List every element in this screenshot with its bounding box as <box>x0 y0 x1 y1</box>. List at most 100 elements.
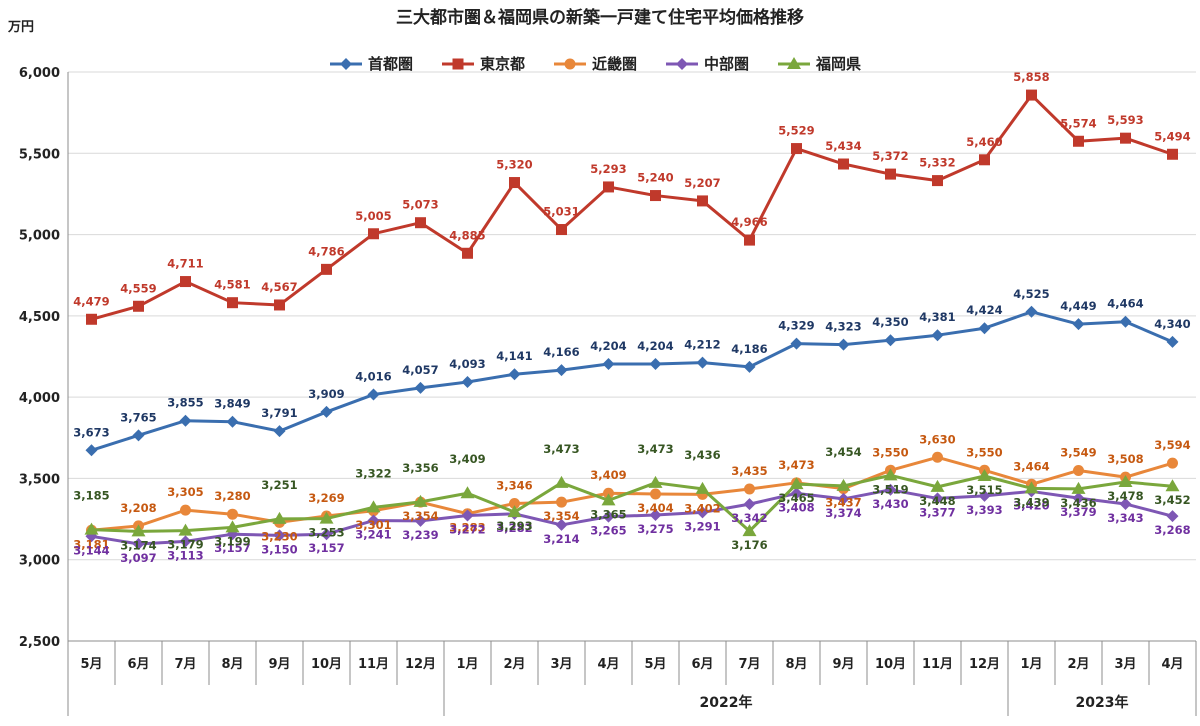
data-point <box>320 405 333 418</box>
data-point <box>743 360 756 373</box>
data-label: 5,240 <box>637 171 673 185</box>
data-label: 3,176 <box>731 538 767 552</box>
data-label: 3,343 <box>1107 511 1143 525</box>
data-label: 4,786 <box>308 244 344 258</box>
data-point <box>273 529 286 542</box>
data-point <box>131 524 146 537</box>
data-label: 5,207 <box>684 176 720 190</box>
data-label: 3,673 <box>73 425 109 439</box>
data-label: 3,354 <box>402 509 438 523</box>
y-tick-label: 4,000 <box>19 391 60 406</box>
data-label: 3,909 <box>308 387 344 401</box>
data-label: 3,342 <box>731 511 767 525</box>
data-point <box>837 338 850 351</box>
data-point <box>554 475 569 488</box>
x-tick-label: 11月 <box>358 657 389 672</box>
data-point <box>1073 135 1084 147</box>
data-label: 3,473 <box>778 458 814 472</box>
data-point <box>977 468 992 481</box>
data-label: 3,849 <box>214 397 250 411</box>
data-point <box>1024 481 1039 494</box>
x-tick-label: 1月 <box>456 657 478 672</box>
x-tick-label: 10月 <box>875 657 906 672</box>
data-point <box>930 479 945 492</box>
data-point <box>320 528 333 541</box>
data-label: 3,280 <box>214 489 250 503</box>
legend-marker <box>787 57 801 69</box>
data-label: 3,550 <box>872 445 908 459</box>
legend-item: 中部圏 <box>666 55 749 73</box>
data-label: 3,199 <box>214 534 250 548</box>
legend-label: 東京都 <box>480 55 525 73</box>
data-label: 3,765 <box>120 410 156 424</box>
data-label: 3,181 <box>73 537 109 551</box>
data-label: 3,365 <box>590 507 626 521</box>
data-label: 4,381 <box>919 310 955 324</box>
x-tick-label: 12月 <box>969 657 1000 672</box>
data-point <box>931 329 944 342</box>
x-tick-label: 4月 <box>597 657 619 672</box>
data-label: 3,157 <box>214 541 250 555</box>
data-label: 4,057 <box>402 363 438 377</box>
data-label: 5,858 <box>1013 70 1049 84</box>
data-point <box>742 524 757 537</box>
data-label: 3,305 <box>167 485 203 499</box>
data-label: 5,031 <box>543 205 579 219</box>
legend-item: 福岡県 <box>778 55 861 73</box>
data-label: 3,473 <box>637 442 673 456</box>
data-point <box>696 506 709 519</box>
data-label: 3,346 <box>496 478 532 492</box>
data-point <box>601 493 616 506</box>
data-point <box>86 313 97 325</box>
data-label: 4,016 <box>355 370 391 384</box>
x-axis-ticks: 2022年 2023年 5月 6月 7月 8月 9月 10月 11月 12月 1月 2月 3月 4月 5月 6… <box>80 641 1184 716</box>
data-label: 3,508 <box>1107 452 1143 466</box>
axes <box>67 72 1197 716</box>
data-point <box>1118 475 1133 488</box>
data-label: 3,473 <box>543 442 579 456</box>
legend-item: 東京都 <box>442 55 525 73</box>
x-tick-label: 7月 <box>174 657 196 672</box>
data-point <box>648 475 663 488</box>
data-label: 3,356 <box>402 461 438 475</box>
legend: 首都圏 東京都 近畿圏 中部圏 福岡県 <box>330 55 861 73</box>
data-label: 3,436 <box>1060 496 1096 510</box>
data-point <box>462 247 473 259</box>
gridlines <box>68 71 1196 561</box>
data-label: 3,241 <box>355 528 391 542</box>
y-tick-label: 3,000 <box>19 554 60 569</box>
series-line <box>91 310 1174 452</box>
data-label: 3,268 <box>1154 523 1190 537</box>
y-tick-label: 6,000 <box>19 66 60 81</box>
data-label: 3,452 <box>1154 493 1190 507</box>
data-label: 3,437 <box>825 496 861 510</box>
legend-marker <box>452 58 464 70</box>
y-tick-label: 4,500 <box>19 310 60 325</box>
year-label: 2022年 <box>700 694 753 711</box>
data-label: 3,113 <box>167 548 203 562</box>
data-label: 3,448 <box>919 494 955 508</box>
data-point <box>791 143 802 155</box>
legend-marker <box>340 58 352 70</box>
data-point <box>461 509 474 522</box>
data-point <box>1072 492 1085 505</box>
data-label: 3,435 <box>731 464 767 478</box>
data-label: 3,436 <box>684 448 720 462</box>
data-label: 5,574 <box>1060 116 1096 130</box>
data-label: 3,630 <box>919 432 955 446</box>
data-label: 5,332 <box>919 156 955 170</box>
data-point <box>508 368 521 381</box>
chart-title: 三大都市圏＆福岡県の新築一戸建て住宅平均価格推移 <box>396 7 804 28</box>
data-label: 3,322 <box>355 466 391 480</box>
data-point <box>413 494 428 507</box>
data-point <box>744 483 755 495</box>
data-point <box>789 477 804 490</box>
data-point <box>555 364 568 377</box>
data-label: 3,253 <box>308 526 344 540</box>
data-point <box>1167 148 1178 160</box>
data-point <box>1025 305 1038 318</box>
data-point <box>649 509 662 522</box>
data-label: 4,559 <box>120 281 156 295</box>
data-label-layer: 3,673 3,765 3,855 3,849 3,791 3,909 4,016 4,057… <box>73 70 1190 565</box>
x-tick-label: 3月 <box>550 657 572 672</box>
